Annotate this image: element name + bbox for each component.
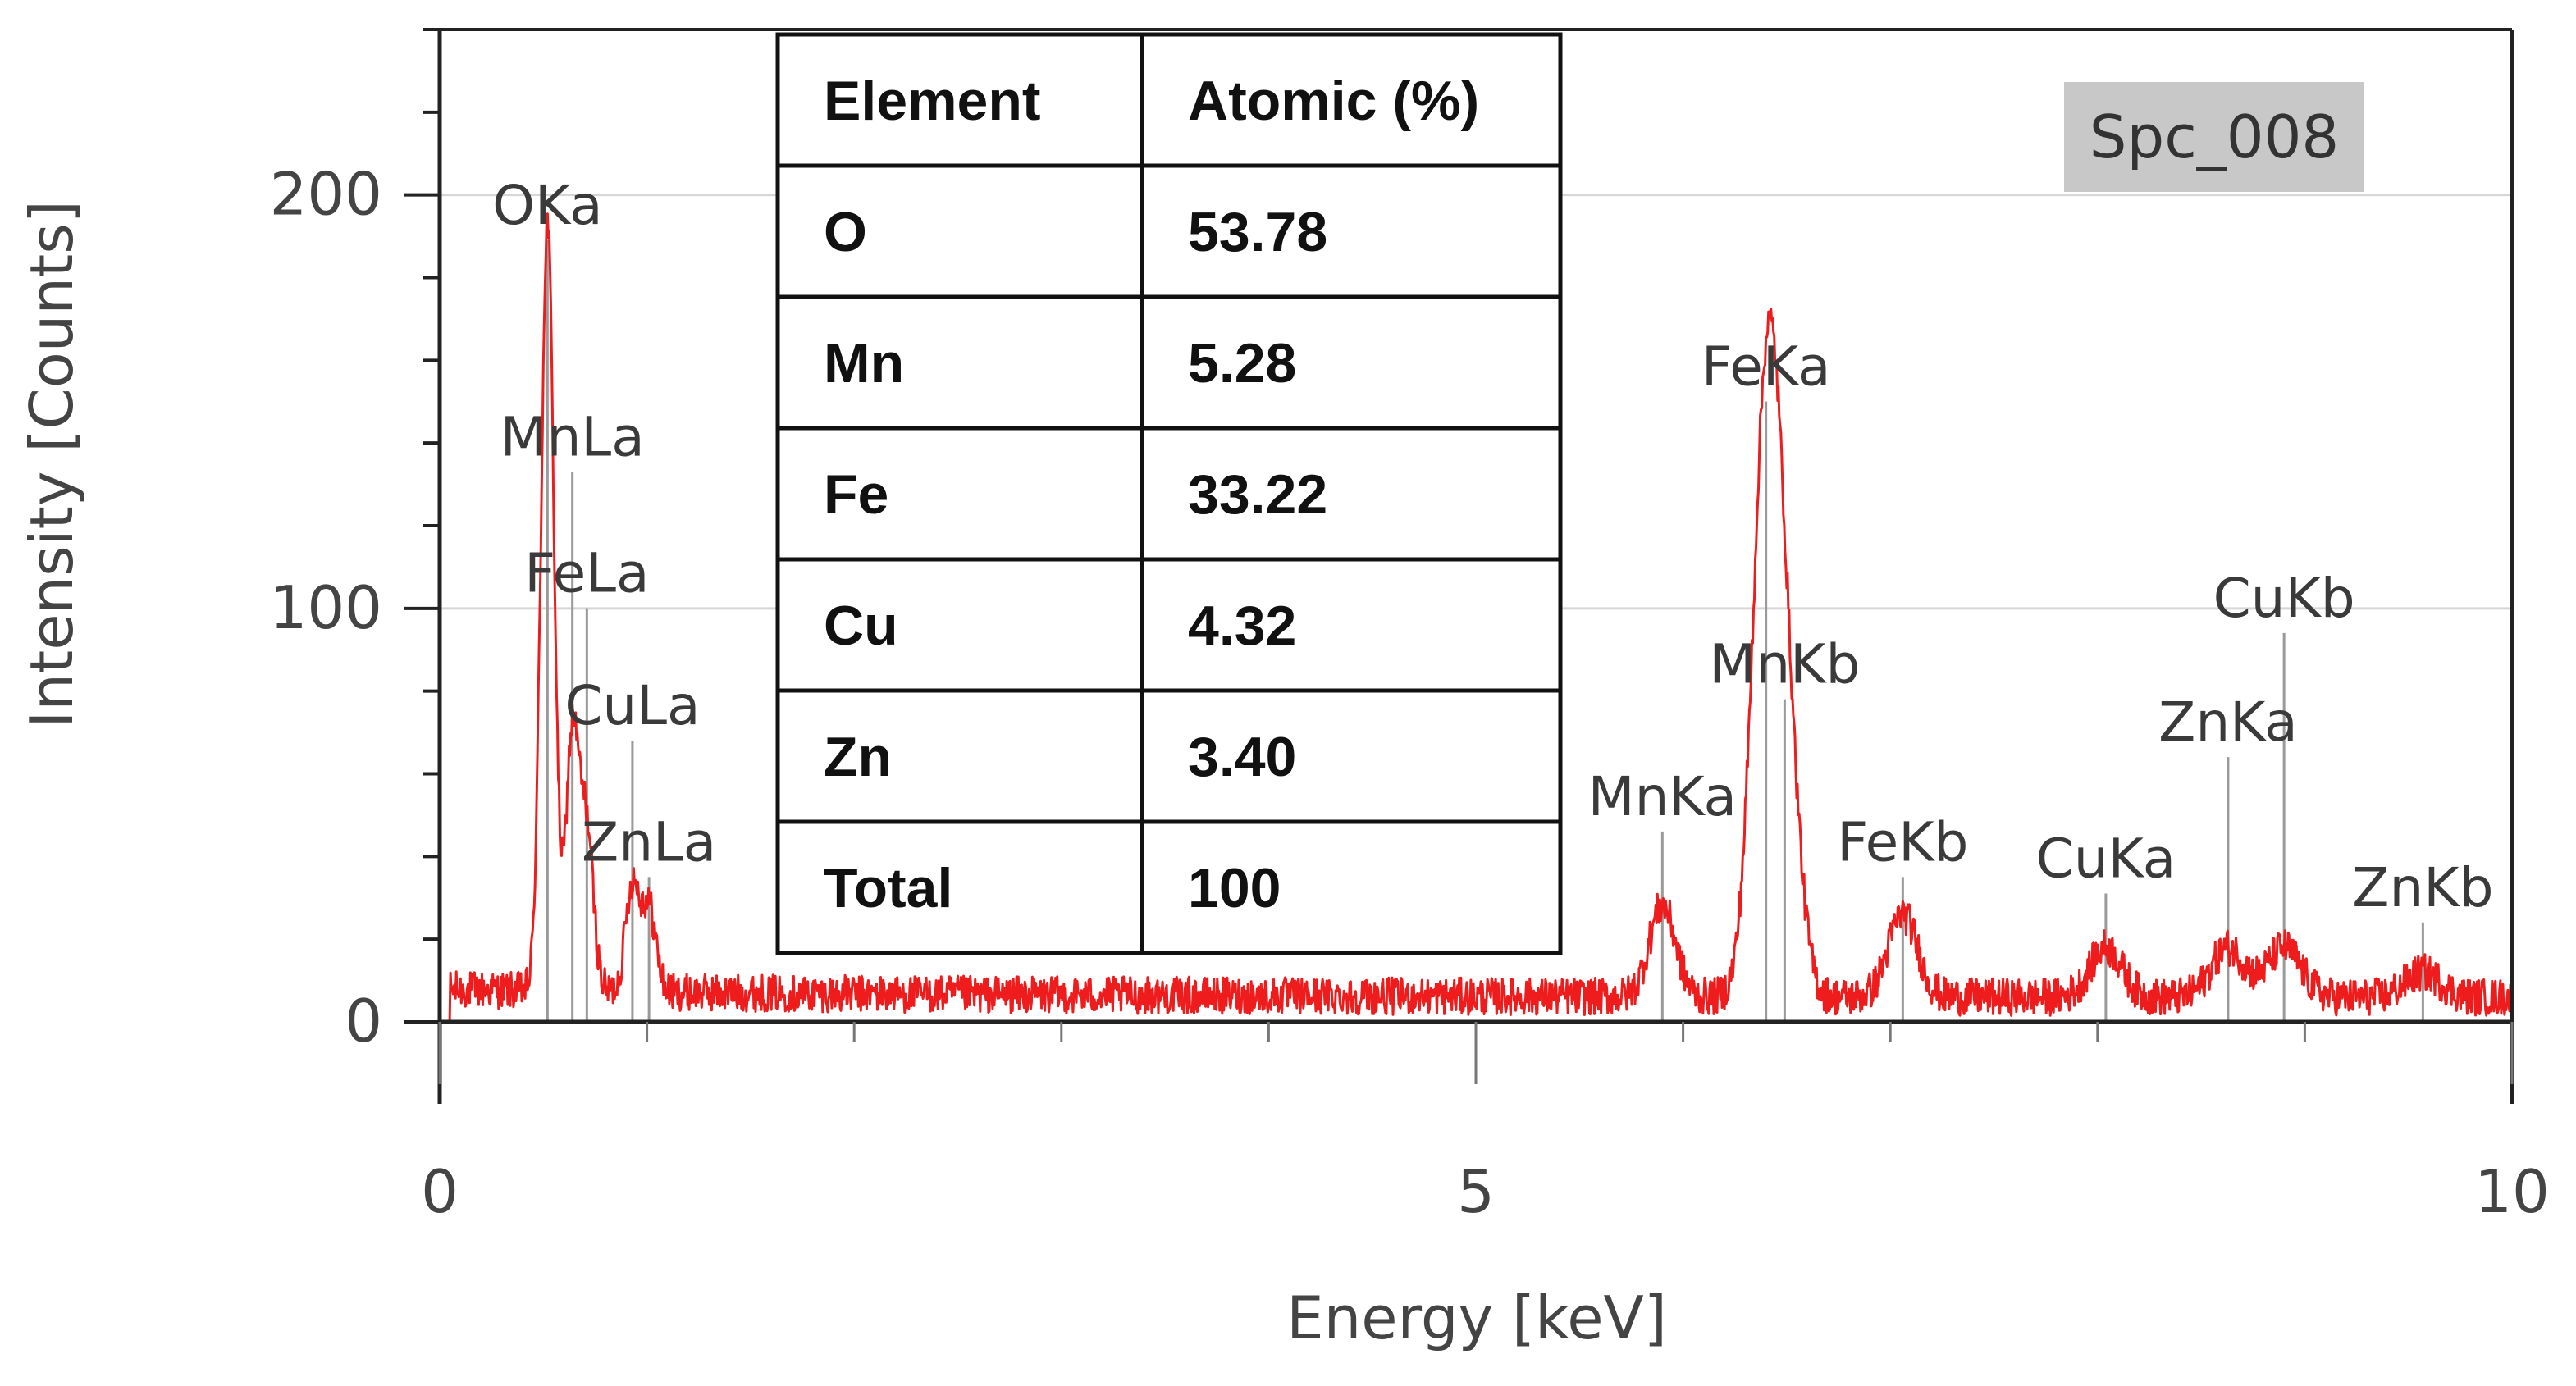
peak-label-FeKa: FeKa: [1701, 335, 1831, 399]
x-tick-label-0: 0: [421, 1157, 459, 1226]
table-cell-atomic: 3.40: [1188, 726, 1296, 788]
y-tick-label-200: 200: [270, 160, 382, 229]
spectrum-id-label: Spc_008: [2090, 103, 2339, 171]
peak-label-ZnKb: ZnKb: [2352, 856, 2493, 919]
peak-label-CuLa: CuLa: [564, 674, 700, 737]
y-tick-label-100: 100: [270, 573, 382, 642]
spectrum-id-badge-bg: [2064, 82, 2364, 192]
peak-label-MnKb: MnKb: [1709, 633, 1860, 696]
table-cell-element: O: [824, 201, 867, 263]
y-axis-title: Intensity [Counts]: [17, 200, 86, 728]
peak-label-CuKb: CuKb: [2213, 567, 2355, 630]
peak-label-ZnLa: ZnLa: [582, 810, 716, 873]
y-tick-label-0: 0: [345, 987, 382, 1055]
table-cell-element: Fe: [824, 463, 888, 526]
composition-table: Element Atomic (%) O 53.78 Mn 5.28 Fe 33.22 Cu 4.…: [775, 32, 1563, 955]
peak-label-FeKb: FeKb: [1837, 810, 1968, 873]
spectrum-line: [439, 212, 2514, 1024]
peak-label-ZnKa: ZnKa: [2158, 691, 2298, 754]
peak-label-MnLa: MnLa: [500, 405, 645, 468]
table-cell-atomic: 33.22: [1188, 463, 1327, 526]
table-cell-element: Zn: [824, 726, 892, 788]
peak-label-MnKa: MnKa: [1588, 765, 1737, 828]
x-axis-title: Energy [keV]: [1286, 1283, 1667, 1352]
table-frame: [775, 32, 1563, 955]
peak-label-OKa: OKa: [492, 174, 603, 237]
table-cell-atomic: 4.32: [1188, 595, 1296, 657]
table-cell-atomic: 53.78: [1188, 201, 1327, 263]
x-tick-label-5: 5: [1457, 1157, 1495, 1226]
table-cell-atomic: 100: [1188, 857, 1281, 919]
spectrum-id-badge: Spc_008: [2064, 82, 2364, 192]
table-cell-element: Cu: [824, 595, 898, 657]
x-tick-label-10: 10: [2474, 1157, 2550, 1226]
peak-label-CuKa: CuKa: [2036, 827, 2176, 891]
table-cell-element: Total: [824, 857, 952, 919]
tick-labels: 0 100 200 0 5 10: [270, 160, 2550, 1226]
table-cell-atomic: 5.28: [1188, 332, 1296, 394]
table-header-atomic: Atomic (%): [1188, 70, 1479, 132]
table-cell-element: Mn: [824, 332, 904, 394]
peak-labels: OKa MnLa FeLa CuLa ZnLa MnKa FeKa MnKb FeKb CuKa Z…: [492, 174, 2493, 919]
table-header-element: Element: [824, 70, 1041, 132]
axes: [404, 28, 2514, 1104]
peak-label-FeLa: FeLa: [524, 542, 649, 605]
